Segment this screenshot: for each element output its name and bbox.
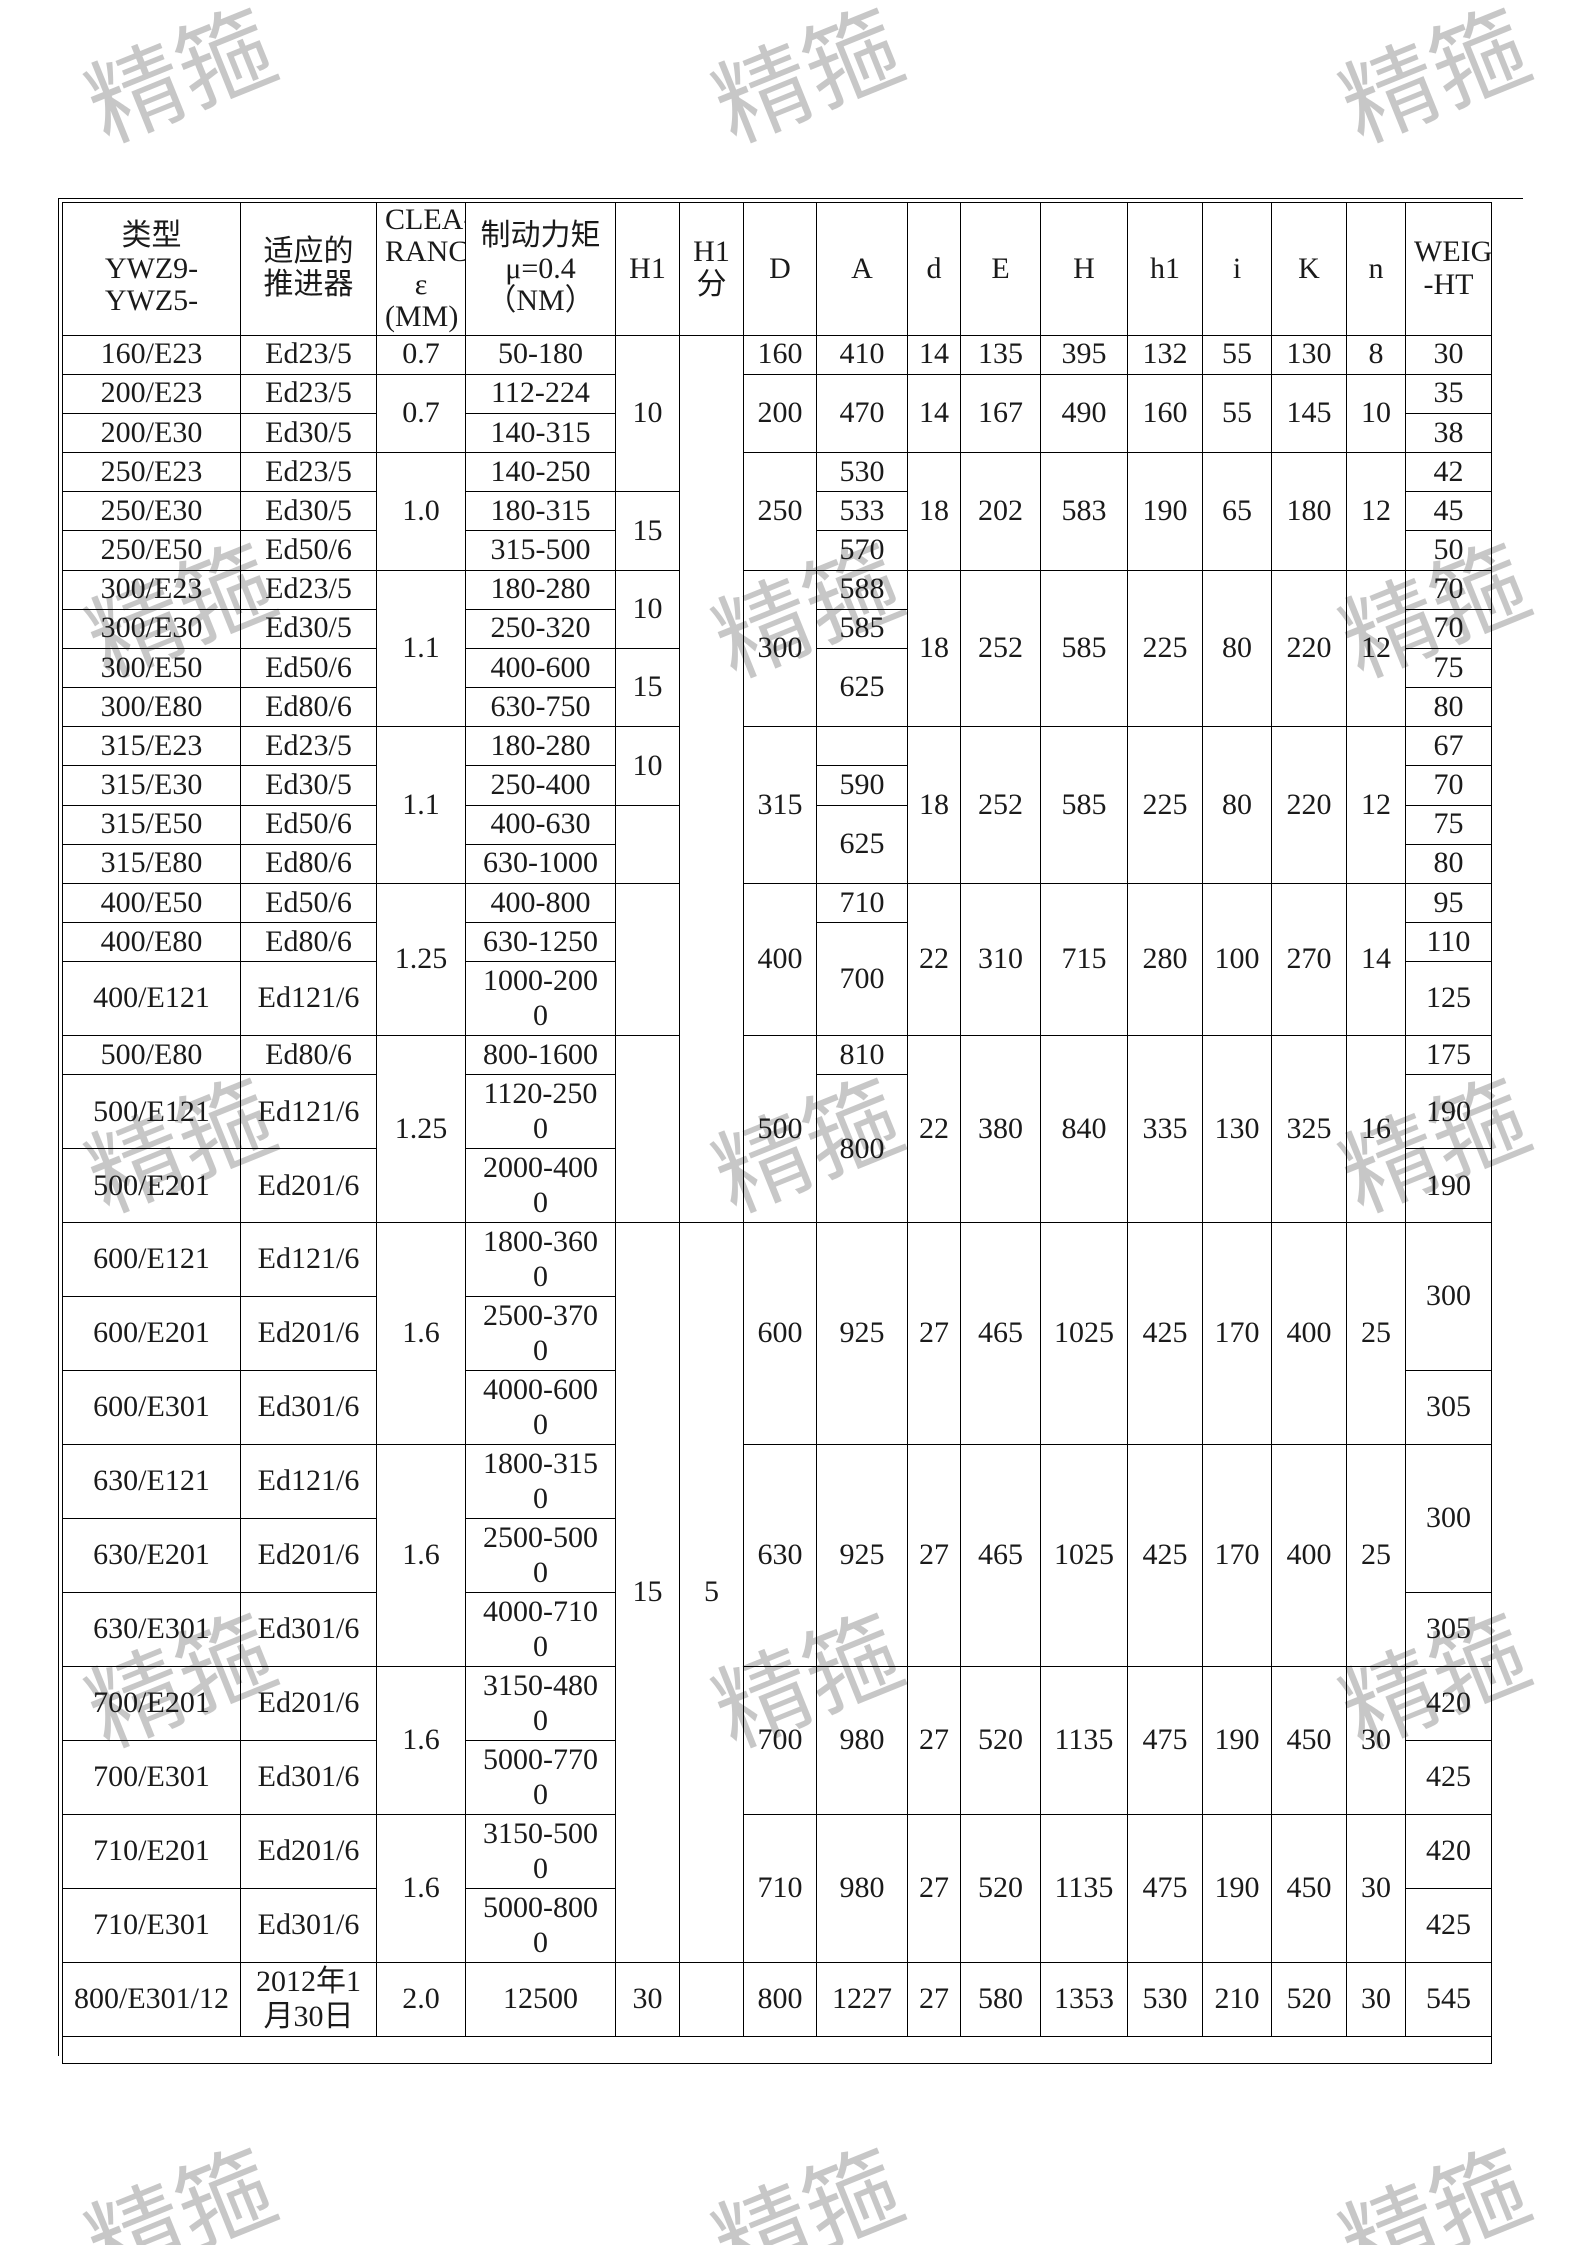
svg-text:精箍: 精箍 xyxy=(700,0,916,162)
svg-text:精箍: 精箍 xyxy=(700,2133,916,2245)
svg-text:精箍: 精箍 xyxy=(1327,0,1543,162)
svg-text:精箍: 精箍 xyxy=(73,2133,289,2245)
svg-text:精箍: 精箍 xyxy=(73,0,289,162)
svg-text:精箍: 精箍 xyxy=(1327,2133,1543,2245)
